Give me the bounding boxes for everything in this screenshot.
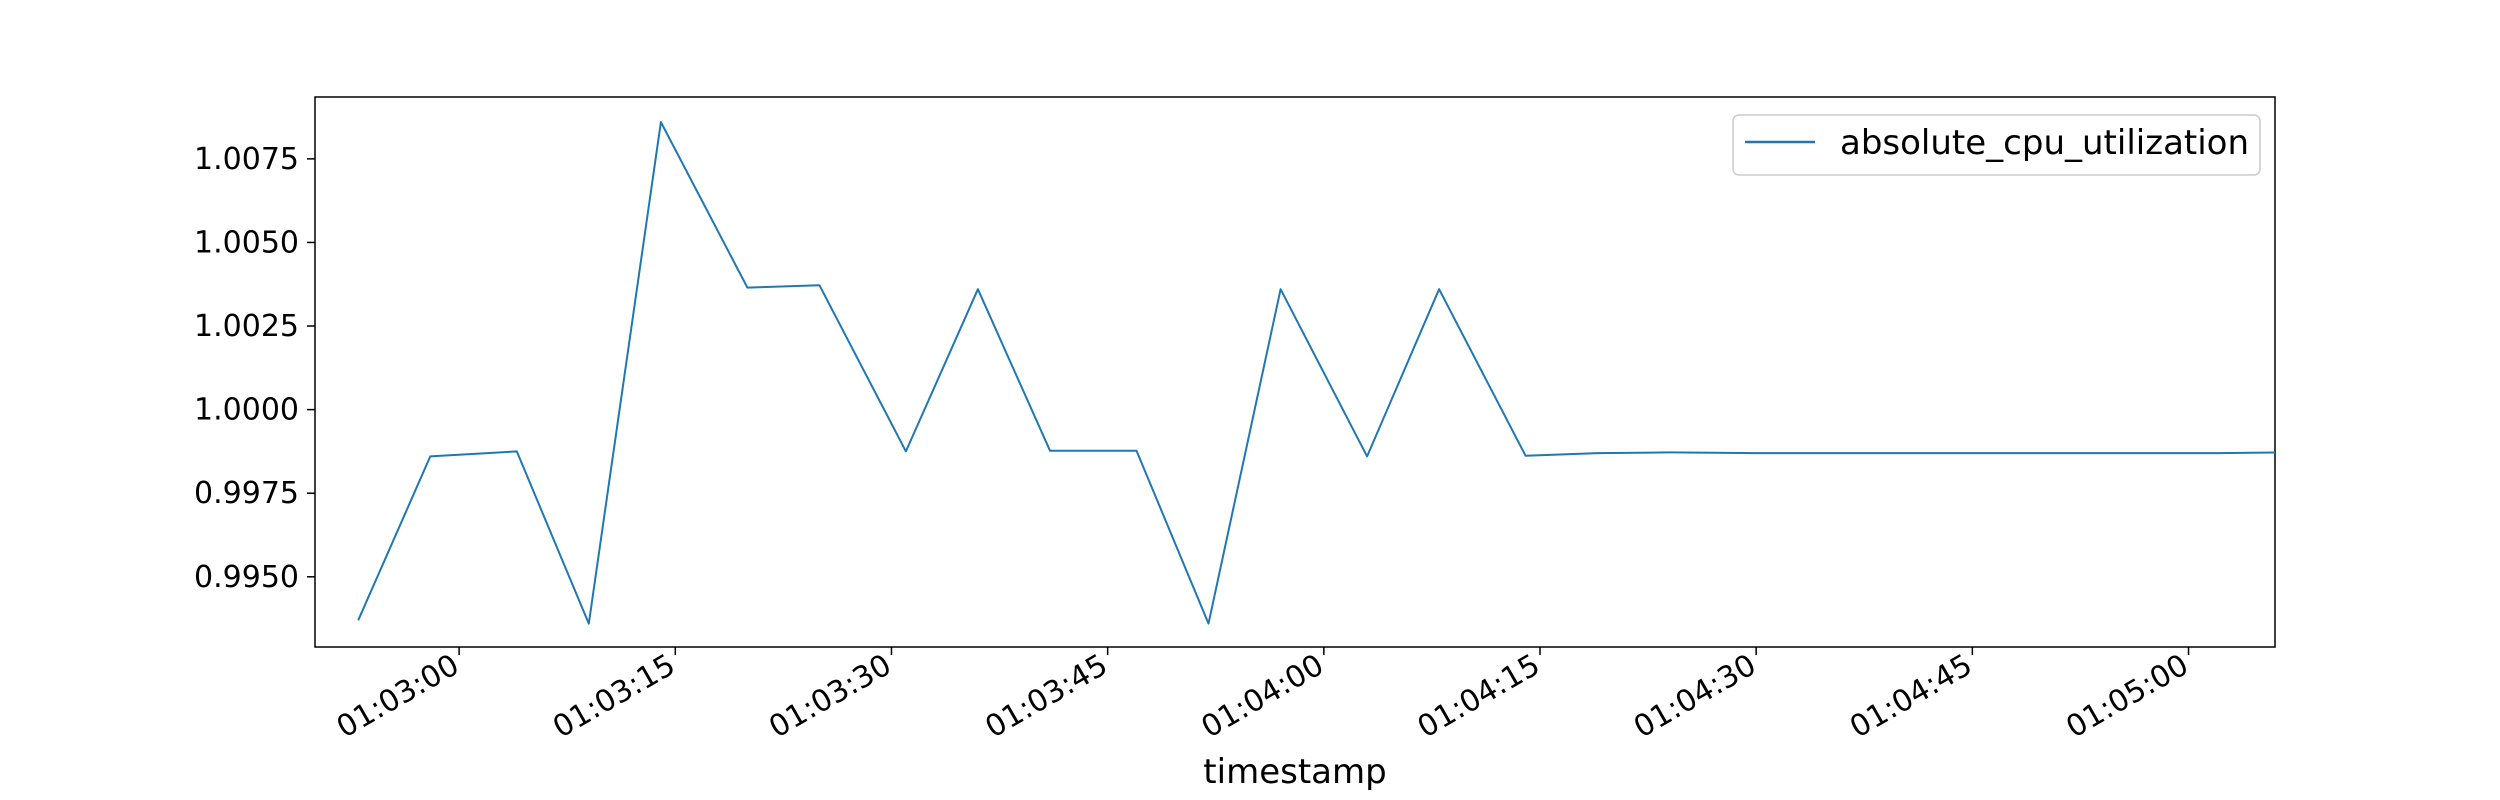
plot-frame [314, 96, 2276, 648]
legend-label-absolute-cpu-utilization: absolute_cpu_utilization [1840, 123, 2249, 163]
x-tick-label: 01:04:30 [1628, 648, 1762, 746]
series-group [357, 121, 2275, 625]
x-tick-label: 01:03:15 [547, 648, 681, 746]
x-tick-label: 01:04:00 [1196, 648, 1330, 746]
x-tick-label: 01:03:30 [763, 648, 897, 746]
y-tick-label: 1.0050 [194, 225, 299, 260]
x-axis-ticks: 01:03:00 01:03:15 01:03:30 01:03:45 01:04:00… [331, 647, 2195, 745]
y-tick-label: 1.0075 [194, 142, 299, 177]
y-axis-ticks: 0.9950 0.9975 1.0000 1.0025 1.0050 1.0075 [194, 142, 315, 595]
x-tick-label: 01:03:45 [979, 648, 1113, 746]
x-axis-label: timestamp [1203, 752, 1386, 792]
y-tick-label: 0.9950 [194, 560, 299, 595]
x-tick-label: 01:03:00 [331, 648, 465, 746]
legend-box [1732, 114, 2261, 176]
y-tick-label: 0.9975 [194, 476, 299, 511]
plot-area: 01:03:00 01:03:15 01:03:30 01:03:45 01:04:00… [194, 96, 2276, 745]
x-tick-label: 01:04:45 [1844, 648, 1978, 746]
legend: absolute_cpu_utilization [1732, 114, 2261, 176]
x-tick-label: 01:04:15 [1412, 648, 1546, 746]
y-tick-label: 1.0025 [194, 309, 299, 344]
series-line-absolute-cpu-utilization [357, 121, 2275, 625]
x-tick-label: 01:05:00 [2060, 648, 2194, 746]
y-tick-label: 1.0000 [194, 393, 299, 428]
